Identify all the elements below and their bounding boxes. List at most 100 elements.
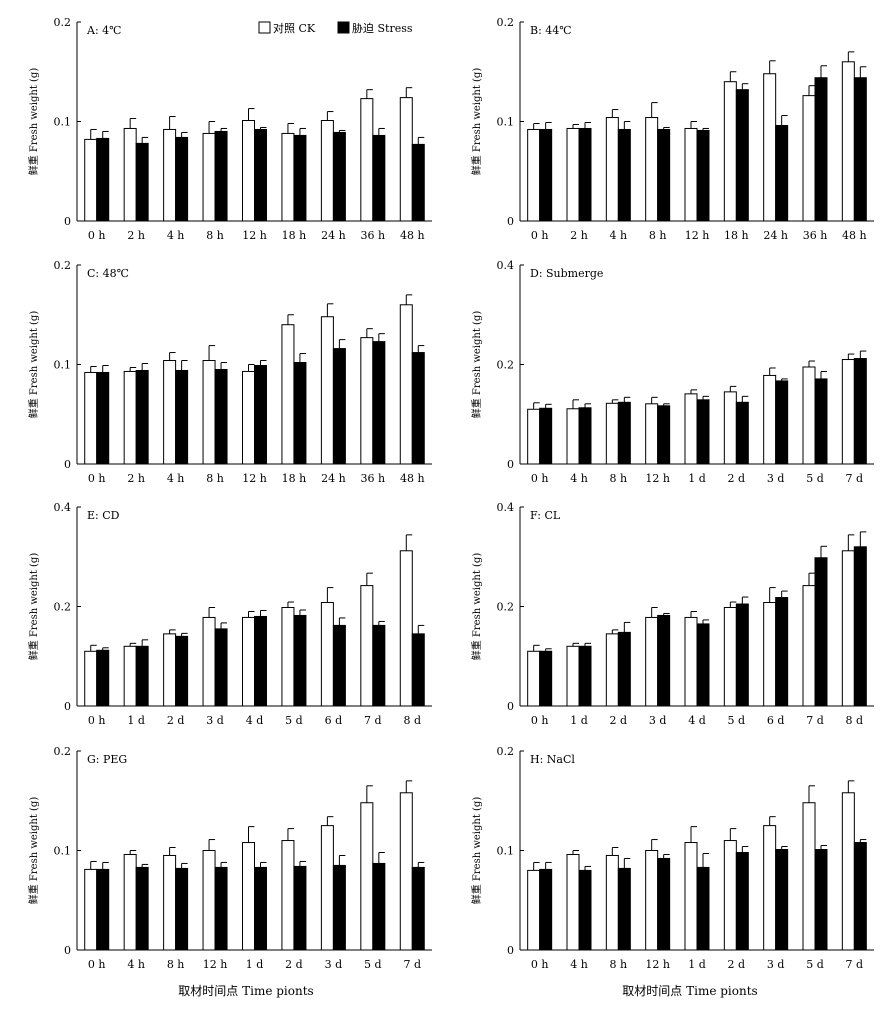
stress-bar-8 bbox=[411, 633, 425, 707]
x-tick-label: 0 h bbox=[88, 714, 106, 727]
ck-bar-3 bbox=[645, 117, 659, 222]
y-axis-title: 鲜重 Fresh weight (g) bbox=[27, 68, 40, 176]
stress-bar-5 bbox=[735, 89, 749, 222]
x-tick-label: 18 h bbox=[282, 472, 307, 485]
panel-label: G: PEG bbox=[87, 753, 127, 766]
x-tick-label: 12 h bbox=[645, 958, 670, 971]
x-tick-label: 48 h bbox=[400, 472, 425, 485]
x-tick-label: 0 h bbox=[88, 958, 106, 971]
y-tick-label: 0 bbox=[64, 944, 71, 957]
stress-bar-5 bbox=[735, 401, 749, 465]
ck-bar-8 bbox=[841, 359, 855, 465]
stress-bar-2 bbox=[617, 867, 631, 951]
ck-bar-5 bbox=[723, 391, 737, 465]
ck-bar-1 bbox=[566, 127, 580, 222]
stress-bar-4 bbox=[696, 399, 710, 465]
ck-bar-2 bbox=[163, 854, 177, 951]
x-tick-label: 2 d bbox=[285, 958, 303, 971]
stress-bar-1 bbox=[135, 142, 149, 222]
panel-f: 0 0.2 0.4 鲜重 Fresh weight (g) F: CL 0 h 1 d 2 d… bbox=[470, 501, 874, 727]
panel-a: 0 0.1 0.2 鲜重 Fresh weight (g) A: 4℃ 0 h 2 h 4 h… bbox=[27, 16, 432, 242]
stress-bar-7 bbox=[372, 624, 386, 707]
ck-bar-4 bbox=[684, 393, 698, 465]
y-tick-label: 0 bbox=[507, 944, 514, 957]
ck-bar-4 bbox=[684, 127, 698, 222]
y-tick-label: 0.2 bbox=[54, 259, 72, 272]
x-tick-label: 8 h bbox=[167, 958, 185, 971]
x-tick-label: 8 h bbox=[649, 229, 667, 242]
x-tick-label: 2 d bbox=[610, 714, 628, 727]
ck-bar-6 bbox=[763, 73, 777, 222]
y-tick-label: 0 bbox=[507, 458, 514, 471]
x-tick-label: 7 d bbox=[364, 714, 382, 727]
x-tick-label: 24 h bbox=[763, 229, 788, 242]
ck-bar-2 bbox=[605, 117, 619, 222]
x-tick-label: 8 h bbox=[610, 958, 628, 971]
x-tick-label: 6 d bbox=[325, 714, 343, 727]
stress-bar-7 bbox=[814, 77, 828, 222]
ck-bar-7 bbox=[802, 366, 816, 465]
ck-bar-7 bbox=[802, 585, 816, 707]
ck-bar-8 bbox=[841, 792, 855, 951]
stress-bar-0 bbox=[539, 407, 553, 465]
ck-bar-7 bbox=[360, 337, 374, 465]
stress-bar-4 bbox=[254, 128, 267, 222]
y-axis-title: 鲜重 Fresh weight (g) bbox=[27, 311, 40, 419]
stress-bar-7 bbox=[372, 134, 386, 222]
ck-bar-8 bbox=[399, 304, 413, 465]
legend-ck-swatch bbox=[258, 21, 271, 34]
stress-bar-6 bbox=[775, 849, 789, 951]
panel-c: 0 0.1 0.2 鲜重 Fresh weight (g) C: 48℃ 0 h 2 h 4 … bbox=[27, 259, 432, 485]
stress-bar-3 bbox=[657, 405, 671, 465]
x-tick-label: 7 d bbox=[846, 958, 864, 971]
stress-bar-6 bbox=[332, 864, 346, 951]
x-tick-label: 1 d bbox=[688, 958, 706, 971]
x-tick-label: 3 d bbox=[649, 714, 667, 727]
stress-bar-4 bbox=[254, 364, 267, 465]
x-tick-label: 8 d bbox=[404, 714, 422, 727]
ck-bar-5 bbox=[723, 606, 737, 707]
y-tick-label: 0.2 bbox=[54, 16, 72, 29]
ck-bar-1 bbox=[566, 408, 580, 465]
ck-bar-2 bbox=[605, 854, 619, 951]
ck-bar-6 bbox=[763, 602, 777, 707]
y-axis-title: 鲜重 Fresh weight (g) bbox=[470, 797, 483, 905]
x-tick-label: 4 h bbox=[570, 472, 588, 485]
stress-bar-4 bbox=[696, 866, 710, 951]
ck-bar-7 bbox=[360, 98, 374, 222]
panel-b: 0 0.1 0.2 鲜重 Fresh weight (g) B: 44℃ 0 h 2 h 4 … bbox=[470, 16, 874, 242]
ck-bar-3 bbox=[645, 403, 659, 465]
stress-bar-4 bbox=[696, 129, 710, 222]
ck-bar-6 bbox=[320, 316, 334, 465]
x-tick-label: 2 h bbox=[570, 229, 588, 242]
stress-bar-2 bbox=[175, 867, 189, 951]
x-tick-label: 4 h bbox=[610, 229, 628, 242]
ck-bar-8 bbox=[399, 97, 413, 222]
ck-bar-1 bbox=[566, 645, 580, 707]
stress-bar-7 bbox=[814, 378, 828, 465]
ck-bar-5 bbox=[723, 81, 737, 222]
x-tick-label: 5 d bbox=[728, 714, 746, 727]
ck-bar-2 bbox=[163, 633, 177, 707]
stress-bar-6 bbox=[775, 124, 789, 222]
stress-bar-3 bbox=[214, 130, 228, 222]
stress-bar-3 bbox=[657, 128, 671, 222]
panel-g: 0 0.1 0.2 鲜重 Fresh weight (g) G: PEG 0 h 4 h 8 … bbox=[27, 745, 432, 971]
y-tick-label: 0.2 bbox=[497, 601, 515, 614]
ck-bar-0 bbox=[84, 371, 98, 465]
x-tick-label: 0 h bbox=[531, 229, 549, 242]
x-tick-label: 8 d bbox=[846, 714, 864, 727]
x-tick-label: 3 d bbox=[206, 714, 224, 727]
x-tick-label: 6 d bbox=[767, 714, 785, 727]
y-tick-label: 0.1 bbox=[54, 845, 72, 858]
x-tick-label: 5 d bbox=[285, 714, 303, 727]
x-tick-label: 12 h bbox=[645, 472, 670, 485]
x-tick-label: 4 h bbox=[167, 229, 185, 242]
x-tick-label: 4 h bbox=[167, 472, 185, 485]
ck-bar-5 bbox=[723, 840, 737, 951]
y-axis-title: 鲜重 Fresh weight (g) bbox=[470, 311, 483, 419]
y-tick-label: 0 bbox=[64, 458, 71, 471]
y-tick-label: 0.2 bbox=[54, 601, 72, 614]
ck-bar-3 bbox=[202, 132, 216, 222]
x-tick-label: 8 h bbox=[610, 472, 628, 485]
